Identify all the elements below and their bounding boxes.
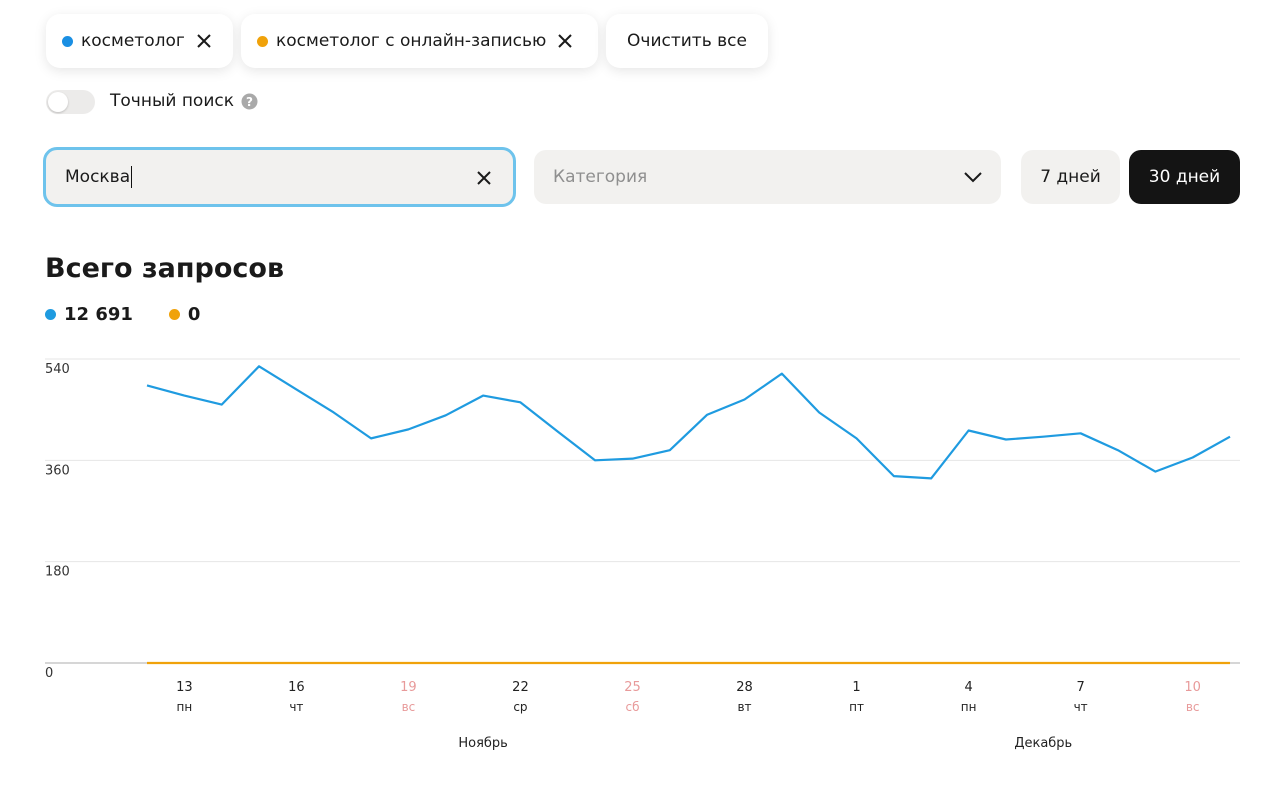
placeholder: Категория (553, 167, 648, 187)
clear-all-button[interactable]: Очистить все (606, 14, 768, 68)
legend-dot (168, 309, 180, 320)
x-tick-label: 22 (512, 680, 529, 695)
x-tick-label: 13 (176, 680, 193, 695)
svg-text:?: ? (246, 95, 253, 109)
button-label: 30 дней (1148, 167, 1221, 187)
input-value: Москва (65, 167, 131, 187)
x-tick-label: 25 (624, 680, 641, 695)
tag-dot (257, 35, 268, 47)
x-tick-weekday: чт (289, 700, 303, 714)
remove-icon[interactable] (556, 32, 574, 50)
chart-title: Всего запросов (45, 253, 285, 284)
tag-label: косметолог с онлайн-записью (276, 31, 547, 51)
remove-icon[interactable] (195, 32, 213, 50)
legend-dot (45, 309, 56, 320)
x-tick-label: 16 (288, 680, 305, 695)
toggle-knob (48, 92, 68, 112)
x-tick-label: 10 (1184, 680, 1201, 695)
tag-dot (62, 35, 73, 47)
chevron-icon (964, 172, 982, 183)
x-tick-weekday: вс (1186, 700, 1200, 714)
legend: 12 691 0 (45, 304, 200, 325)
filter-tag[interactable]: косметолог с онлайн-записью (241, 14, 598, 68)
caret (131, 166, 133, 188)
x-tick-label: 4 (964, 680, 972, 695)
clear-icon[interactable] (475, 169, 493, 187)
filter-tag[interactable]: косметолог (46, 14, 233, 68)
x-tick-label: 19 (400, 680, 417, 695)
x-tick-weekday: сб (625, 700, 639, 714)
x-tick-weekday: ср (513, 700, 527, 714)
x-tick-weekday: чт (1074, 700, 1088, 714)
x-tick-weekday: пт (849, 700, 864, 714)
x-tick-label: 28 (736, 680, 753, 695)
x-tick-weekday: пн (176, 700, 192, 714)
x-tick-weekday: вс (402, 700, 416, 714)
period-button[interactable]: 7 дней (1021, 150, 1120, 204)
y-tick-label: 360 (45, 463, 70, 478)
x-tick-weekday: вт (737, 700, 751, 714)
button-label: 7 дней (1040, 167, 1101, 187)
period-button[interactable]: 30 дней (1129, 150, 1240, 204)
category-select[interactable]: Категория (534, 150, 1001, 204)
toggle-label: Точный поиск (110, 91, 234, 111)
legend-total: 12 691 (64, 304, 133, 325)
legend-total: 0 (187, 304, 201, 325)
month-label: Декабрь (1014, 736, 1072, 751)
y-tick-label: 540 (45, 362, 70, 377)
city-input[interactable]: Москва (43, 147, 516, 207)
y-tick-label: 180 (45, 565, 70, 580)
x-tick-label: 7 (1076, 680, 1084, 695)
x-tick-weekday: пн (961, 700, 977, 714)
tag-label: косметолог (81, 31, 185, 51)
y-tick-label: 0 (45, 666, 53, 681)
button-label: Очистить все (627, 31, 747, 51)
series-line (146, 365, 1231, 480)
toggle[interactable] (46, 90, 95, 114)
month-label: Ноябрь (458, 736, 507, 751)
x-tick-label: 1 (852, 680, 860, 695)
help-icon[interactable]: ? (241, 93, 258, 110)
